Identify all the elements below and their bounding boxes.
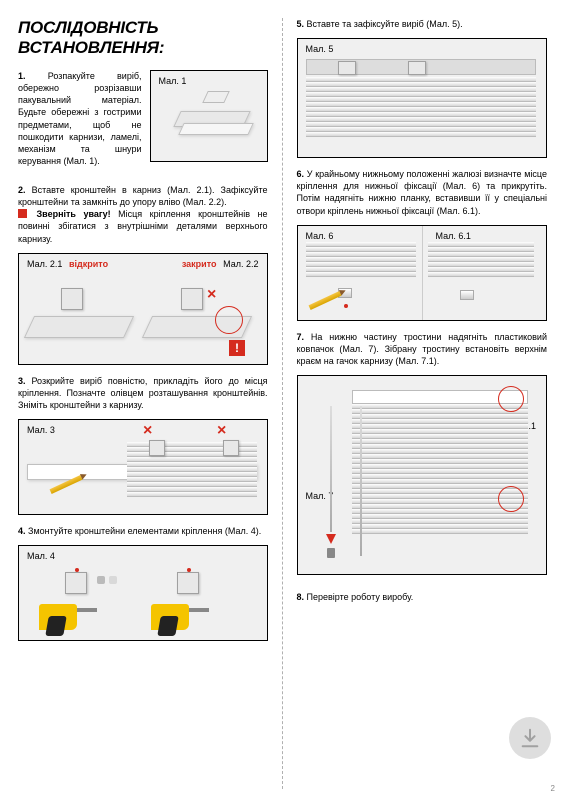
red-circle-icon — [498, 486, 524, 512]
fig-22-closed: закрито — [180, 258, 219, 270]
step-2-text: 2. Вставте кронштейн в карниз (Мал. 2.1)… — [18, 184, 268, 245]
page-number: 2 — [551, 784, 555, 793]
step-7-text: 7. На нижню частину тростини надягніть п… — [297, 331, 548, 367]
figure-1: Мал. 1 — [150, 70, 268, 162]
step-1: 1. Розпакуйте виріб, обережно розрізавши… — [18, 70, 268, 172]
step-5-text: 5. Вставте та зафіксуйте виріб (Мал. 5). — [297, 18, 548, 30]
warning-badge-icon: ! — [229, 340, 245, 356]
fig-21-label: Мал. 2.1 — [25, 258, 64, 270]
fig-61-label: Мал. 6.1 — [434, 230, 473, 242]
fig-3-label: Мал. 3 — [25, 424, 57, 436]
step-4-text: 4. Змонтуйте кронштейни елементами кріпл… — [18, 525, 268, 537]
red-x-icon: × — [207, 286, 216, 304]
page-title: ПОСЛІДОВНІСТЬ ВСТАНОВЛЕННЯ: — [18, 18, 268, 58]
left-column: ПОСЛІДОВНІСТЬ ВСТАНОВЛЕННЯ: 1. Розпакуйт… — [18, 18, 283, 789]
red-circle-icon — [215, 306, 243, 334]
figure-6: Мал. 6 Мал. 6.1 — [297, 225, 548, 321]
figure-5: Мал. 5 — [297, 38, 548, 158]
red-circle-icon — [498, 386, 524, 412]
drill-icon — [151, 604, 189, 630]
step-3-text: 3. Розкрийте виріб повністю, прикладіть … — [18, 375, 268, 411]
figure-7: Мал. 7 Мал. 7.1 — [297, 375, 548, 575]
step-1-text: 1. Розпакуйте виріб, обережно розрізавши… — [18, 70, 142, 167]
figure-2: Мал. 2.1 відкрито Мал. 2.2 закрито × ! — [18, 253, 268, 365]
fig-21-open: відкрито — [67, 258, 110, 270]
red-x-icon: × — [143, 422, 152, 440]
fig-1-label: Мал. 1 — [157, 75, 189, 87]
warning-icon — [18, 209, 27, 218]
fig-4-label: Мал. 4 — [25, 550, 57, 562]
download-overlay-icon — [509, 717, 551, 759]
fig-6-label: Мал. 6 — [304, 230, 336, 242]
drill-icon — [39, 604, 77, 630]
right-column: 5. Вставте та зафіксуйте виріб (Мал. 5).… — [283, 18, 548, 789]
red-x-icon: × — [217, 422, 226, 440]
fig-5-label: Мал. 5 — [304, 43, 336, 55]
step-6-text: 6. У крайньому нижньому положенні жалюзі… — [297, 168, 548, 217]
step-8-text: 8. Перевірте роботу виробу. — [297, 591, 548, 603]
figure-4: Мал. 4 — [18, 545, 268, 641]
pencil-icon — [308, 291, 341, 310]
figure-3: Мал. 3 × × — [18, 419, 268, 515]
fig-22-label: Мал. 2.2 — [221, 258, 260, 270]
